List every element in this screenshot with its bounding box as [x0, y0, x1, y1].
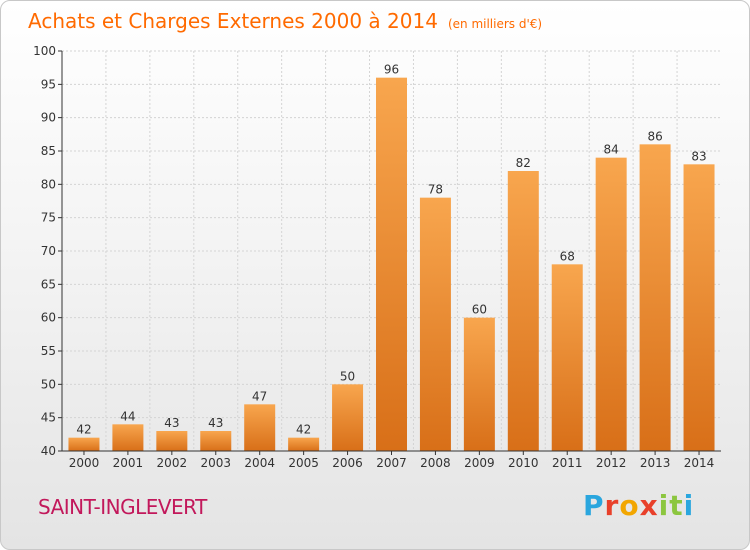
y-tick-label: 45 [41, 411, 56, 425]
bar-value-label: 43 [164, 416, 179, 430]
bar-value-label: 50 [340, 369, 355, 383]
x-tick-label: 2003 [200, 456, 231, 470]
bar-value-label: 84 [604, 143, 619, 157]
chart-unit: (en milliers d'€) [447, 17, 543, 31]
logo-letter: i [658, 489, 670, 522]
bar-value-label: 86 [647, 129, 662, 143]
y-tick-label: 85 [41, 144, 56, 158]
logo-letter: t [669, 489, 684, 522]
bar [112, 424, 144, 451]
chart-title: Achats et Charges Externes 2000 à 2014 [28, 9, 438, 33]
bar-value-label: 42 [296, 423, 311, 437]
bar-value-label: 60 [472, 303, 487, 317]
bar [288, 437, 320, 451]
bars [68, 77, 715, 452]
commune-name: SAINT-INGLEVERT [38, 495, 207, 519]
bar-value-label: 96 [384, 63, 399, 77]
bar [244, 404, 276, 451]
bar [332, 384, 364, 451]
bar-value-label: 78 [428, 183, 443, 197]
x-tick-label: 2005 [288, 456, 319, 470]
x-tick-label: 2008 [420, 456, 451, 470]
axes: 40 45 50 55 60 65 70 75 80 85 90 95 100 2000 2001 2002 2… [33, 44, 721, 470]
x-tick-label: 2001 [113, 456, 144, 470]
y-tick-label: 55 [41, 344, 56, 358]
chart-title-block: Achats et Charges Externes 2000 à 2014 (e… [28, 9, 542, 33]
bar [683, 164, 715, 452]
x-tick-label: 2013 [640, 456, 671, 470]
y-tick-label: 100 [33, 44, 56, 58]
y-tick-label: 75 [41, 211, 56, 225]
logo-letter: x [639, 489, 659, 522]
x-tick-label: 2014 [684, 456, 715, 470]
y-tick-label: 60 [41, 311, 56, 325]
y-tick-label: 50 [41, 377, 56, 391]
bar-value-label: 82 [516, 156, 531, 170]
x-tick-label: 2004 [244, 456, 275, 470]
bar [595, 157, 627, 451]
bar [639, 144, 671, 452]
logo-letter: P [583, 489, 605, 522]
bar [419, 197, 451, 451]
y-tick-label: 40 [41, 444, 56, 458]
bar-value-label: 43 [208, 416, 223, 430]
data-labels: 42 44 43 43 47 42 50 96 78 60 82 68 84 86 83 [76, 63, 706, 437]
bar [200, 431, 232, 451]
x-tick-label: 2000 [69, 456, 100, 470]
bar [463, 317, 495, 451]
y-tick-label: 65 [41, 277, 56, 291]
x-tick-label: 2007 [376, 456, 407, 470]
bar [551, 264, 583, 451]
x-tick-label: 2002 [157, 456, 188, 470]
proxiti-logo: Proxiti [583, 489, 694, 522]
bar-value-label: 44 [120, 409, 135, 423]
x-tick-label: 2010 [508, 456, 539, 470]
bar [376, 77, 407, 452]
bar [68, 437, 100, 451]
bar [156, 431, 188, 451]
y-tick-label: 95 [41, 77, 56, 91]
y-tick-label: 70 [41, 244, 56, 258]
x-tick-label: 2011 [552, 456, 583, 470]
bar [507, 171, 539, 451]
x-tick-label: 2012 [596, 456, 627, 470]
logo-letter: r [604, 489, 620, 522]
y-tick-label: 90 [41, 111, 56, 125]
bar-value-label: 47 [252, 389, 267, 403]
bar-value-label: 68 [560, 249, 575, 263]
x-tick-label: 2006 [332, 456, 363, 470]
y-tick-label: 80 [41, 177, 56, 191]
logo-letter: o [619, 489, 640, 522]
logo-letter: i [683, 489, 695, 522]
x-tick-label: 2009 [464, 456, 495, 470]
bar-value-label: 83 [691, 149, 706, 163]
bar-value-label: 42 [76, 423, 91, 437]
